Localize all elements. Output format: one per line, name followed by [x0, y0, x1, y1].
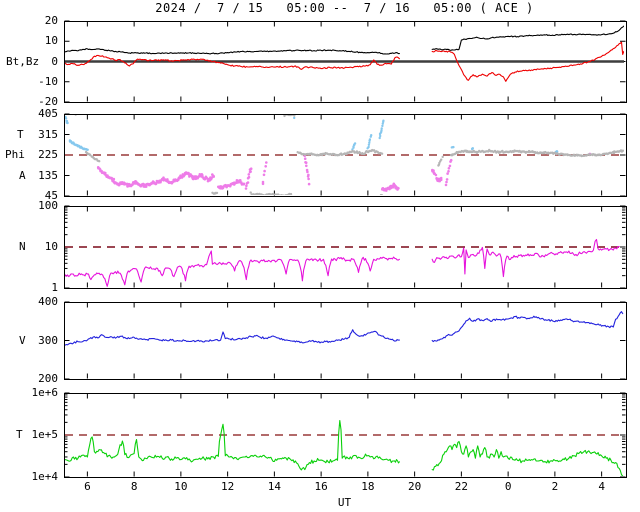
series-phi-cyan [65, 115, 559, 154]
unit-label-t: T [16, 428, 23, 441]
x-tick-label: 2 [551, 480, 559, 493]
x-tick-label: 20 [408, 480, 422, 493]
y-tick-label: 0 [51, 54, 58, 68]
y-tick-label: -10 [38, 74, 58, 88]
series-Bz [65, 41, 624, 82]
panel-speed [64, 301, 627, 380]
y-tick-label: 20 [44, 14, 58, 27]
y-tick-label: 10 [44, 240, 58, 253]
y-tick-label: 300 [38, 333, 58, 347]
y-tick-label: 1 [51, 281, 58, 294]
y-tick-label: 10 [44, 34, 58, 48]
x-tick-label: 4 [598, 480, 605, 493]
x-tick-label: 16 [314, 480, 328, 493]
x-tick-label: 18 [361, 480, 375, 493]
panel-phi [64, 113, 627, 197]
series-V [65, 311, 624, 346]
y-tick-label: 200 [38, 372, 58, 385]
unit-label-phi: Phi [5, 148, 25, 161]
plot-title: 2024 / 7 / 15 05:00 -- 7 / 16 05:00 ( AC… [155, 1, 534, 15]
y-tick-label: 405 [38, 107, 58, 120]
y-tick-label: 1e+6 [31, 386, 59, 399]
series-phi-gray [74, 115, 624, 195]
y-tick-label: 315 [38, 127, 58, 141]
y-tick-label: 1e+4 [31, 470, 59, 483]
x-tick-label: 22 [454, 480, 468, 493]
unit-label-bt,bz: Bt,Bz [6, 54, 40, 68]
x-tick-label: 6 [84, 480, 91, 493]
x-tick-label: 10 [174, 480, 188, 493]
panel-temperature [64, 392, 627, 478]
y-tick-label: 100 [38, 199, 58, 212]
panel-bt-bz [64, 20, 627, 103]
x-tick-label: 0 [504, 480, 512, 493]
y-tick-label: 45 [44, 189, 58, 202]
y-tick-label: 225 [38, 148, 58, 161]
y-tick-label: 135 [38, 168, 58, 182]
unit-label-n: N [19, 240, 26, 253]
series-Bt [65, 25, 624, 55]
x-axis-title: UT [337, 496, 352, 509]
x-tick-label: 14 [267, 480, 281, 493]
unit-label-a: A [19, 168, 26, 182]
panel-density [64, 205, 627, 289]
y-tick-label: 1e+5 [31, 428, 59, 441]
x-tick-label: 8 [130, 480, 138, 493]
series-N [65, 238, 620, 287]
y-tick-label: -20 [38, 95, 58, 108]
y-tick-label: 400 [38, 295, 58, 308]
unit-label-t: T [17, 127, 24, 141]
x-tick-label: 12 [221, 480, 235, 493]
series-phi-violet [96, 152, 592, 192]
unit-label-v: V [19, 333, 26, 347]
series-T [65, 420, 624, 476]
